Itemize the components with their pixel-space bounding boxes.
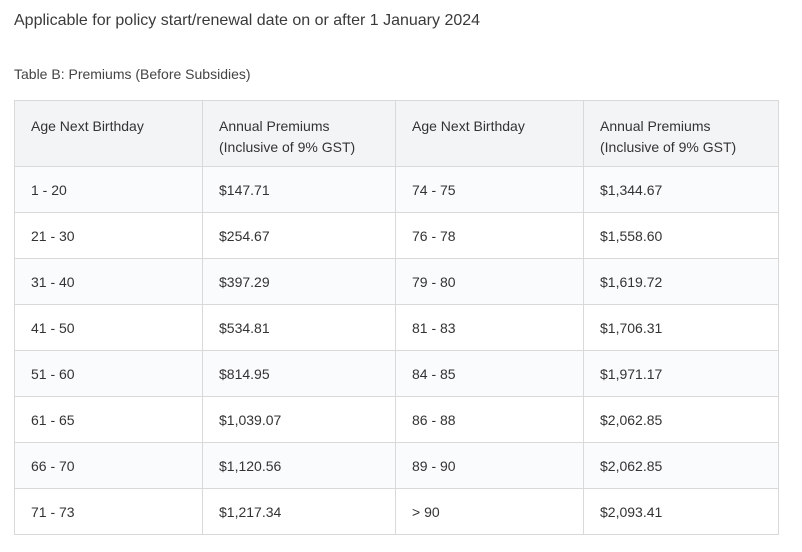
header-label: Age Next Birthday: [31, 118, 144, 134]
table-row: 66 - 70 $1,120.56 89 - 90 $2,062.85: [14, 442, 779, 489]
header-age-next-birthday-right: Age Next Birthday: [395, 100, 584, 167]
premium-cell: $147.71: [202, 166, 396, 213]
table-caption: Table B: Premiums (Before Subsidies): [14, 66, 251, 82]
header-label: Annual Premiums: [219, 118, 330, 134]
premium-cell: $1,120.56: [202, 442, 396, 489]
age-range-cell: 61 - 65: [14, 396, 203, 443]
table-row: 51 - 60 $814.95 84 - 85 $1,971.17: [14, 350, 779, 397]
premium-cell: $2,062.85: [583, 396, 779, 443]
table-row: 41 - 50 $534.81 81 - 83 $1,706.31: [14, 304, 779, 351]
age-range-cell: 79 - 80: [395, 258, 584, 305]
premium-cell: $1,558.60: [583, 212, 779, 259]
premium-cell: $1,706.31: [583, 304, 779, 351]
header-annual-premiums-right: Annual Premiums (Inclusive of 9% GST): [583, 100, 779, 167]
age-range-cell: 31 - 40: [14, 258, 203, 305]
age-range-cell: 71 - 73: [14, 488, 203, 535]
header-sublabel: (Inclusive of 9% GST): [219, 139, 356, 155]
premium-cell: $2,093.41: [583, 488, 779, 535]
premium-cell: $254.67: [202, 212, 396, 259]
age-range-cell: > 90: [395, 488, 584, 535]
premium-cell: $397.29: [202, 258, 396, 305]
premiums-table: Age Next Birthday Annual Premiums (Inclu…: [14, 100, 779, 535]
table-row: 31 - 40 $397.29 79 - 80 $1,619.72: [14, 258, 779, 305]
table-row: 21 - 30 $254.67 76 - 78 $1,558.60: [14, 212, 779, 259]
age-range-cell: 74 - 75: [395, 166, 584, 213]
table-row: 61 - 65 $1,039.07 86 - 88 $2,062.85: [14, 396, 779, 443]
header-row: Age Next Birthday Annual Premiums (Inclu…: [14, 100, 779, 167]
premium-cell: $2,062.85: [583, 442, 779, 489]
header-annual-premiums-left: Annual Premiums (Inclusive of 9% GST): [202, 100, 396, 167]
age-range-cell: 89 - 90: [395, 442, 584, 489]
age-range-cell: 66 - 70: [14, 442, 203, 489]
premium-cell: $534.81: [202, 304, 396, 351]
table-row: 1 - 20 $147.71 74 - 75 $1,344.67: [14, 166, 779, 213]
age-range-cell: 51 - 60: [14, 350, 203, 397]
premium-cell: $1,039.07: [202, 396, 396, 443]
age-range-cell: 76 - 78: [395, 212, 584, 259]
age-range-cell: 84 - 85: [395, 350, 584, 397]
age-range-cell: 81 - 83: [395, 304, 584, 351]
header-label: Age Next Birthday: [412, 118, 525, 134]
header-label: Annual Premiums: [600, 118, 711, 134]
premiums-table-header: Age Next Birthday Annual Premiums (Inclu…: [14, 100, 779, 167]
table-row: 71 - 73 $1,217.34 > 90 $2,093.41: [14, 488, 779, 535]
premiums-table-body: 1 - 20 $147.71 74 - 75 $1,344.67 21 - 30…: [14, 166, 779, 535]
premium-cell: $814.95: [202, 350, 396, 397]
premium-cell: $1,344.67: [583, 166, 779, 213]
age-range-cell: 1 - 20: [14, 166, 203, 213]
premium-cell: $1,971.17: [583, 350, 779, 397]
age-range-cell: 86 - 88: [395, 396, 584, 443]
header-age-next-birthday-left: Age Next Birthday: [14, 100, 203, 167]
premium-cell: $1,619.72: [583, 258, 779, 305]
age-range-cell: 21 - 30: [14, 212, 203, 259]
page-intro-text: Applicable for policy start/renewal date…: [14, 12, 481, 29]
header-sublabel: (Inclusive of 9% GST): [600, 139, 737, 155]
premium-cell: $1,217.34: [202, 488, 396, 535]
age-range-cell: 41 - 50: [14, 304, 203, 351]
